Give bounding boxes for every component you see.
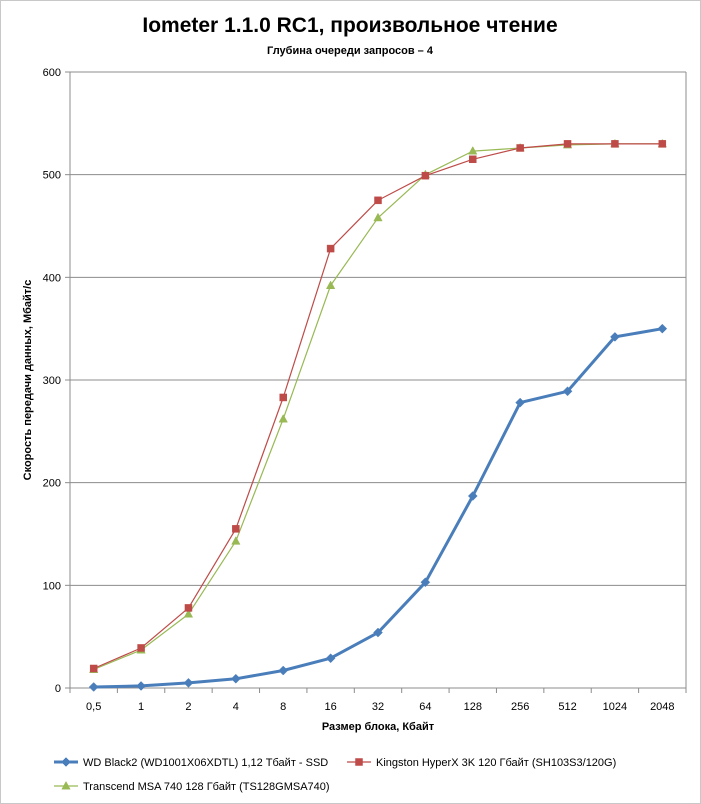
data-point-square bbox=[611, 140, 619, 148]
data-point-square bbox=[469, 155, 477, 164]
data-point-diamond bbox=[230, 673, 241, 684]
x-tick-label: 512 bbox=[558, 701, 576, 713]
y-tick-label: 400 bbox=[43, 272, 61, 284]
data-point-diamond bbox=[562, 386, 573, 397]
x-tick-label: 2 bbox=[185, 701, 191, 713]
legend-label: Kingston HyperX 3K 120 Гбайт (SH103S3/12… bbox=[376, 757, 616, 769]
series-group bbox=[88, 138, 668, 692]
y-tick-label: 500 bbox=[43, 170, 61, 182]
data-point-square bbox=[374, 196, 382, 205]
data-point-triangle bbox=[325, 280, 336, 289]
data-point-triangle bbox=[468, 146, 478, 155]
y-tick-label: 300 bbox=[43, 375, 61, 387]
x-tick-label: 256 bbox=[511, 701, 529, 713]
data-point-diamond bbox=[136, 681, 146, 691]
chart-title: Iometer 1.1.0 RC1, произвольное чтение bbox=[142, 14, 557, 37]
x-tick-label: 64 bbox=[419, 701, 431, 713]
y-tick-label: 200 bbox=[43, 478, 61, 490]
grid-lines bbox=[65, 71, 686, 689]
x-tick-label: 1 bbox=[138, 701, 144, 713]
data-point-square bbox=[279, 393, 287, 402]
x-tick-labels: 0,5 1 2 4 8 16 32 64 128 256 512 1024 2048 bbox=[86, 701, 675, 713]
x-tick-label: 1024 bbox=[603, 701, 627, 713]
data-point-diamond bbox=[420, 577, 431, 588]
x-tick-label: 4 bbox=[233, 701, 239, 713]
y-tick-label: 0 bbox=[55, 683, 61, 695]
data-point-triangle bbox=[373, 212, 383, 222]
y-tick-label: 600 bbox=[43, 67, 61, 79]
data-point-diamond bbox=[183, 678, 194, 688]
x-tick-label: 32 bbox=[372, 701, 384, 713]
data-point-square bbox=[89, 664, 98, 673]
x-axis-label: Размер блока, Кбайт bbox=[322, 721, 435, 733]
data-point-triangle bbox=[183, 609, 194, 618]
series-line bbox=[93, 143, 663, 670]
legend-item-3: Transcend MSA 740 128 Гбайт (TS128GMSA74… bbox=[54, 780, 330, 793]
data-point-triangle bbox=[231, 536, 241, 545]
data-point-square bbox=[658, 140, 667, 148]
data-point-diamond bbox=[373, 627, 383, 638]
y-tick-labels: 0 100 200 300 400 500 600 bbox=[43, 67, 61, 695]
data-point-diamond bbox=[610, 332, 620, 342]
series-3 bbox=[89, 138, 667, 673]
legend-label: WD Black2 (WD1001X06XDTL) 1,12 Тбайт - S… bbox=[83, 757, 328, 769]
series-1 bbox=[88, 323, 668, 692]
legend-item-1: WD Black2 (WD1001X06XDTL) 1,12 Тбайт - S… bbox=[54, 757, 328, 769]
data-point-square bbox=[184, 604, 193, 612]
x-tick-label: 128 bbox=[464, 701, 482, 713]
data-point-square bbox=[326, 244, 335, 253]
series-line bbox=[93, 143, 663, 671]
data-point-square bbox=[421, 171, 430, 180]
x-tick-label: 0,5 bbox=[86, 701, 101, 713]
axes bbox=[69, 72, 687, 693]
data-point-square bbox=[355, 758, 363, 766]
y-tick-label: 100 bbox=[43, 580, 61, 592]
y-axis-label: Скорость передачи данных, Мбайт/с bbox=[22, 280, 34, 481]
data-point-diamond bbox=[88, 682, 99, 692]
data-point-square bbox=[516, 144, 524, 152]
data-point-triangle bbox=[61, 780, 71, 790]
legend-item-2: Kingston HyperX 3K 120 Гбайт (SH103S3/12… bbox=[347, 757, 616, 769]
data-point-diamond bbox=[61, 757, 71, 767]
series-2 bbox=[89, 140, 667, 673]
data-point-diamond bbox=[657, 323, 668, 334]
x-tick-label: 2048 bbox=[650, 701, 674, 713]
legend-label: Transcend MSA 740 128 Гбайт (TS128GMSA74… bbox=[83, 781, 330, 793]
data-point-triangle bbox=[278, 413, 288, 423]
data-point-diamond bbox=[515, 397, 526, 408]
legend: WD Black2 (WD1001X06XDTL) 1,12 Тбайт - S… bbox=[54, 757, 616, 793]
data-point-diamond bbox=[325, 653, 336, 664]
data-point-square bbox=[563, 140, 572, 148]
x-tick-label: 8 bbox=[280, 701, 286, 713]
data-point-square bbox=[232, 525, 240, 533]
chart-subtitle: Глубина очереди запросов – 4 bbox=[267, 45, 434, 57]
data-point-diamond bbox=[467, 491, 478, 501]
x-tick-label: 16 bbox=[324, 701, 336, 713]
data-point-square bbox=[137, 644, 145, 652]
data-point-diamond bbox=[278, 665, 289, 676]
